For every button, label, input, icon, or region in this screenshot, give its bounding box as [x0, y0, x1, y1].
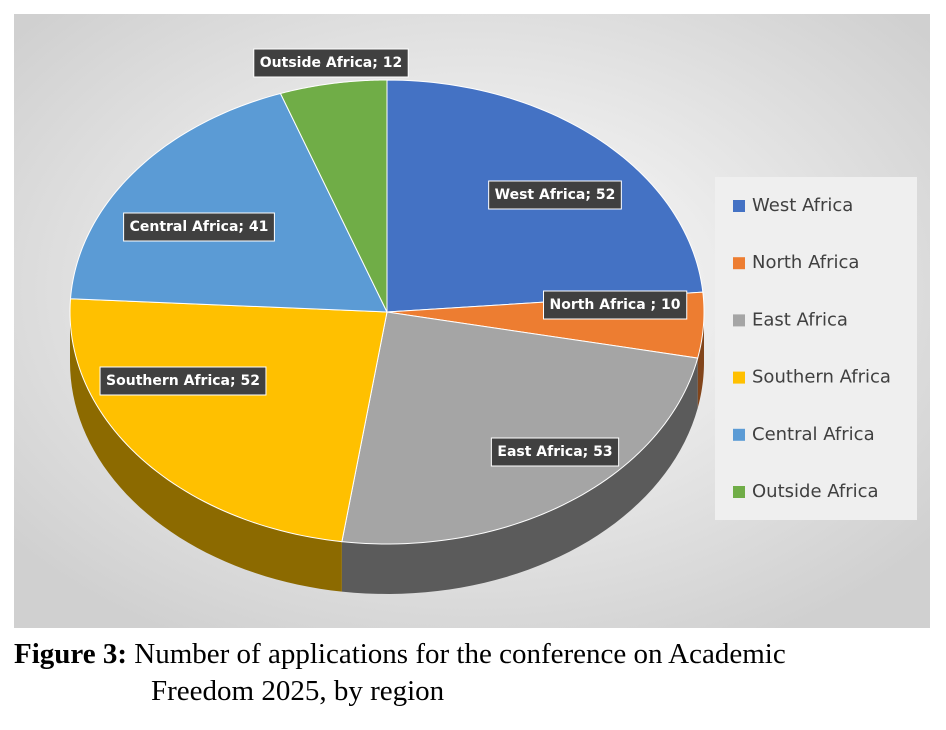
slice-side: [70, 312, 342, 592]
legend-label: East Africa: [752, 309, 848, 330]
data-label-text: West Africa; 52: [495, 187, 616, 203]
data-label-text: North Africa ; 10: [550, 297, 681, 313]
legend-label: Outside Africa: [752, 481, 879, 502]
legend-label: Central Africa: [752, 424, 875, 445]
slice: [341, 311, 699, 545]
caption-label: Figure 3:: [14, 638, 128, 670]
data-label-box: [99, 366, 267, 396]
legend-box: [715, 177, 917, 520]
data-label-box: [123, 212, 275, 242]
legend-swatch: [733, 371, 745, 384]
data-label: Southern Africa; 52: [99, 366, 267, 396]
data-label-box: [488, 180, 622, 210]
slice: [69, 92, 388, 313]
data-label: Outside Africa; 12: [253, 48, 409, 78]
data-label: East Africa; 53: [490, 437, 620, 467]
data-label: Central Africa; 41: [123, 212, 275, 242]
legend-swatch: [733, 314, 745, 327]
data-label: North Africa ; 10: [543, 290, 688, 320]
legend-swatch: [733, 428, 745, 441]
slice-side: [341, 358, 698, 594]
legend-swatch: [733, 257, 745, 270]
chart: West Africa; 52 North Africa ; 10 East Afr…: [14, 14, 930, 628]
data-label-box: [490, 437, 620, 467]
legend-label: North Africa: [752, 252, 859, 273]
slice: [69, 298, 388, 543]
slice: [279, 79, 388, 313]
legend-label: Southern Africa: [752, 367, 891, 388]
data-label-text: Southern Africa; 52: [106, 373, 260, 389]
caption: Figure 3: Number of applications for the…: [14, 636, 786, 710]
data-label: West Africa; 52: [488, 180, 622, 210]
data-label-text: Outside Africa; 12: [260, 55, 402, 71]
data-label-text: East Africa; 53: [497, 444, 612, 460]
legend-swatch: [733, 200, 745, 212]
caption-line: Figure 3: Number of applications for the…: [14, 636, 786, 673]
legend-label: West Africa: [752, 195, 853, 216]
data-label-box: [253, 48, 409, 78]
caption-line: Freedom 2025, by region: [151, 675, 445, 707]
data-label-box: [543, 290, 688, 320]
data-label-text: Central Africa; 41: [130, 219, 269, 235]
caption-text: Number of applications for the conferenc…: [134, 638, 786, 670]
legend-swatch: [733, 486, 745, 498]
